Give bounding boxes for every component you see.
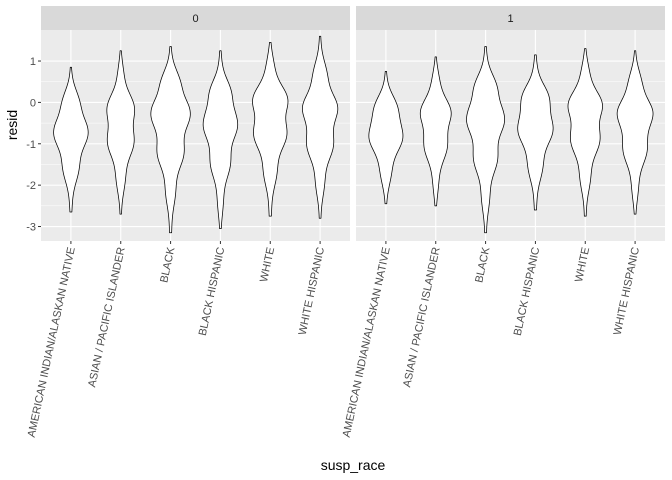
y-tick-label: 0 bbox=[30, 97, 36, 109]
x-axis-title: susp_race bbox=[321, 457, 386, 473]
y-axis-title: resid bbox=[4, 110, 20, 140]
violin-0-1 bbox=[106, 50, 136, 215]
x-tick-label: BLACK HISPANIC bbox=[512, 246, 543, 337]
y-tick-label: -1 bbox=[26, 139, 36, 151]
y-axis: -3 -2 -1 0 1 bbox=[26, 56, 41, 234]
x-tick-label: ASIAN / PACIFIC ISLANDER bbox=[86, 246, 127, 388]
y-tick-label: 1 bbox=[30, 56, 36, 68]
facet-panel-1: 1 AMERICAN INDIAN/ALASKAN NATIVE ASIAN / P… bbox=[341, 6, 665, 439]
violin-1-3 bbox=[517, 54, 554, 211]
x-tick-label: AMERICAN INDIAN/ALASKAN NATIVE bbox=[26, 246, 78, 438]
x-tick-label: AMERICAN INDIAN/ALASKAN NATIVE bbox=[341, 246, 393, 438]
violin-1-2 bbox=[466, 46, 506, 234]
y-tick-label: -2 bbox=[26, 180, 36, 192]
violin-0-0 bbox=[53, 66, 89, 213]
x-tick-label: WHITE bbox=[258, 246, 277, 283]
violin-0-3 bbox=[202, 50, 239, 229]
x-tick-label: WHITE bbox=[573, 246, 592, 283]
x-tick-label: ASIAN / PACIFIC ISLANDER bbox=[401, 246, 442, 388]
violin-1-1 bbox=[419, 56, 452, 207]
violin-1-4 bbox=[567, 48, 603, 217]
x-tick-label: WHITE HISPANIC bbox=[612, 246, 642, 336]
violin-1-5 bbox=[616, 50, 654, 215]
violin-0-4 bbox=[252, 42, 289, 217]
violin-1-0 bbox=[368, 70, 404, 205]
facet-strip-label: 0 bbox=[192, 13, 198, 25]
facet-panel-0: 0 AMERICAN INDIAN/ALASKAN NATIVE ASIAN / P… bbox=[26, 6, 350, 439]
x-tick-label: BLACK bbox=[158, 245, 177, 283]
facet-strip-label: 1 bbox=[507, 13, 513, 25]
x-tick-label: BLACK bbox=[473, 245, 492, 283]
y-tick-label: -3 bbox=[26, 222, 36, 234]
facet-strip bbox=[356, 6, 665, 30]
violin-0-2 bbox=[150, 46, 191, 234]
facet-strip bbox=[41, 6, 350, 30]
x-tick-label: BLACK HISPANIC bbox=[197, 246, 228, 337]
violin-0-5 bbox=[302, 35, 339, 219]
x-tick-label: WHITE HISPANIC bbox=[297, 246, 327, 336]
